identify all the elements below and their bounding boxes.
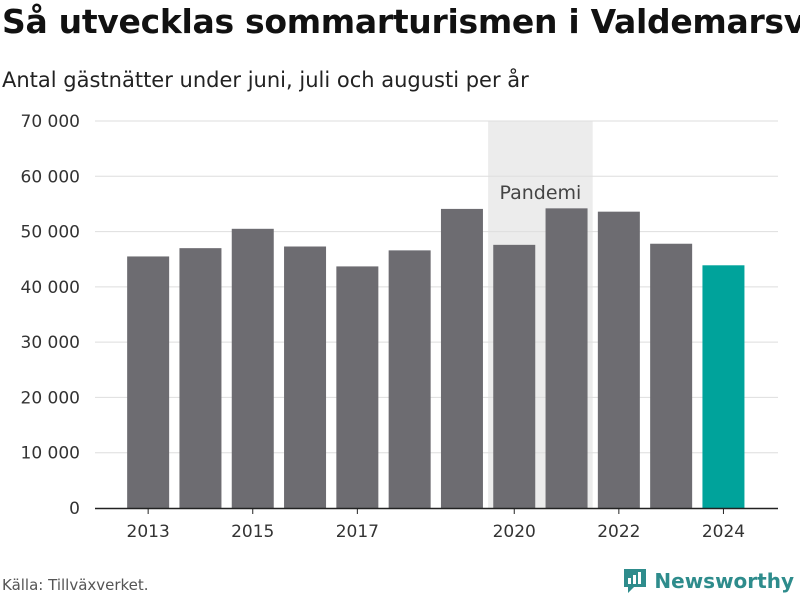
source-note: Källa: Tillväxverket. bbox=[2, 576, 149, 594]
axes: 0 10 000 20 000 30 000 40 000 50 000 60 000 70 … bbox=[21, 112, 778, 542]
brand-logo: Newsworthy bbox=[622, 567, 794, 595]
bar-2021 bbox=[545, 208, 588, 508]
bar-2024 bbox=[702, 265, 745, 508]
bar-2022 bbox=[597, 211, 640, 508]
bar-chart: Pandemi 0 10 000 20 000 30 000 40 000 50 000 6… bbox=[21, 112, 778, 542]
x-tick-label: 2017 bbox=[336, 522, 379, 542]
y-tick-label: 70 000 bbox=[21, 112, 80, 132]
pandemic-label: Pandemi bbox=[499, 182, 581, 204]
y-tick-label: 40 000 bbox=[21, 278, 80, 298]
bar-2023 bbox=[650, 243, 693, 508]
newsworthy-logo-icon bbox=[624, 569, 647, 593]
brand-name: Newsworthy bbox=[654, 569, 794, 593]
bar-2014 bbox=[179, 248, 222, 508]
x-tick-label: 2013 bbox=[127, 522, 170, 542]
bar-2015 bbox=[231, 228, 274, 509]
chart-subtitle: Antal gästnätter under juni, juli och au… bbox=[2, 68, 529, 92]
bar-2013 bbox=[127, 256, 170, 508]
bar-2018 bbox=[388, 250, 431, 508]
bar-2016 bbox=[284, 246, 327, 508]
y-tick-label: 30 000 bbox=[21, 333, 80, 353]
bar-2017 bbox=[336, 266, 379, 508]
bars bbox=[127, 208, 745, 509]
bar-2020 bbox=[493, 244, 536, 508]
x-tick-label: 2024 bbox=[702, 522, 745, 542]
y-tick-label: 60 000 bbox=[21, 167, 80, 187]
x-tick-label: 2015 bbox=[231, 522, 274, 542]
bar-2019 bbox=[440, 208, 483, 508]
y-tick-label: 50 000 bbox=[21, 223, 80, 243]
chart-title: Så utvecklas sommarturismen i Valdemarsv… bbox=[2, 2, 800, 41]
x-tick-label: 2020 bbox=[493, 522, 536, 542]
y-tick-label: 20 000 bbox=[21, 388, 80, 408]
y-tick-label: 0 bbox=[69, 499, 80, 519]
y-tick-label: 10 000 bbox=[21, 444, 80, 464]
x-tick-label: 2022 bbox=[597, 522, 640, 542]
